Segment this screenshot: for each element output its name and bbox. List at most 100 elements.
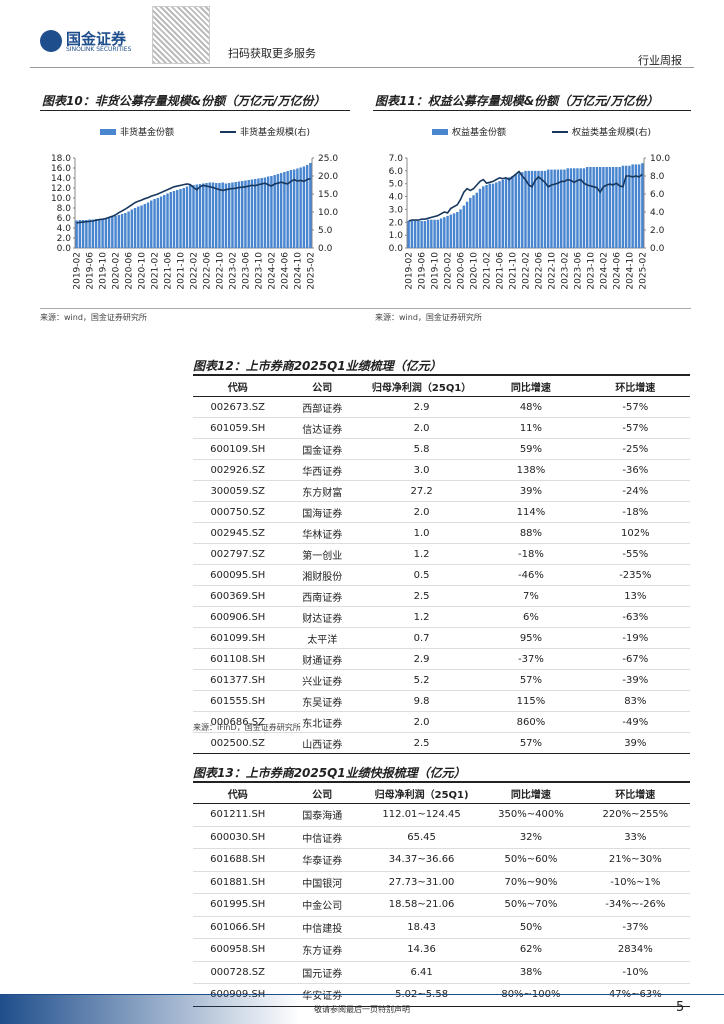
column-header: 环比增速 — [580, 374, 690, 397]
y2-tick-label: 10.0 — [650, 154, 670, 164]
cell: -37% — [580, 916, 690, 939]
bar — [430, 219, 433, 248]
cell: 14.36 — [361, 938, 482, 962]
cell: 第一创业 — [282, 543, 362, 565]
cell: 信达证券 — [282, 417, 362, 439]
bar — [94, 219, 98, 248]
x-tick-label: 2021-10 — [509, 252, 519, 290]
bar — [260, 178, 263, 248]
cell: 西南证券 — [282, 585, 362, 607]
cell: 57% — [481, 669, 581, 691]
bar — [439, 218, 443, 248]
cell: 13% — [580, 585, 690, 607]
cell: 350%~400% — [481, 803, 581, 827]
bar — [508, 177, 511, 248]
bar — [469, 197, 472, 248]
x-tick-label: 2021-02 — [483, 252, 493, 290]
bar — [572, 168, 576, 248]
table-title: 图表12：上市券商2025Q1业绩梳理（亿元） — [193, 359, 442, 373]
cell: -46% — [481, 564, 581, 586]
bar — [436, 219, 440, 248]
bar — [634, 164, 638, 248]
bar — [465, 201, 469, 248]
cell: 601108.SH — [193, 648, 283, 670]
bar — [198, 184, 202, 248]
cell: 6.41 — [361, 961, 482, 984]
bar — [104, 218, 108, 248]
column-header: 同比增速 — [481, 374, 581, 397]
chart-title: 图表11：权益公募存量规模&份额（万亿元/万亿份） — [375, 94, 659, 108]
bar — [537, 170, 540, 248]
x-tick-label: 2022-10 — [215, 252, 225, 290]
bar — [553, 169, 556, 248]
cell: 9.8 — [361, 690, 482, 712]
bar — [88, 219, 91, 248]
table-row: 600369.SH 西南证券 2.5 7% 13% — [193, 585, 690, 607]
y-tick-label: 16.0 — [51, 164, 71, 174]
y-tick-label: 2.0 — [57, 234, 72, 244]
cell: 3.0 — [361, 459, 482, 481]
y-tick-label: 14.0 — [51, 174, 71, 184]
cell: 50% — [481, 916, 581, 939]
cell: 600958.SH — [193, 938, 283, 962]
bar — [459, 209, 462, 248]
y2-tick-label: 0.0 — [650, 244, 665, 254]
bar — [530, 170, 534, 248]
cell: 华林证券 — [282, 522, 362, 544]
bar — [247, 180, 250, 248]
cell: 2.9 — [361, 648, 482, 670]
bar — [491, 183, 495, 248]
cell: 中信建投 — [282, 916, 362, 939]
bar — [546, 169, 550, 248]
cell: -18% — [580, 501, 690, 523]
cell: 中国银河 — [282, 871, 362, 894]
x-tick-label: 2020-06 — [125, 252, 135, 290]
cell: 5.2 — [361, 669, 482, 691]
bar — [543, 170, 547, 248]
cell: 7% — [481, 585, 581, 607]
bar — [628, 165, 631, 248]
column-header: 公司 — [282, 781, 362, 804]
legend-swatch — [432, 129, 448, 135]
header-row: 代码 公司 归母净利润（25Q1) 同比增速 环比增速 — [193, 781, 690, 804]
source: 来源：iFinD，国金证券研究所 — [193, 723, 301, 732]
y2-tick-label: 6.0 — [650, 190, 665, 200]
y2-tick-label: 10.0 — [318, 208, 338, 218]
column-header: 代码 — [193, 781, 283, 804]
bar — [221, 182, 224, 248]
y2-tick-label: 0.0 — [318, 244, 333, 254]
x-tick-label: 2022-06 — [534, 252, 544, 290]
cell: 50%~60% — [481, 848, 581, 872]
x-tick-label: 2024-06 — [280, 252, 290, 290]
brand: 国金证券 — [66, 30, 127, 48]
bar — [550, 169, 553, 248]
table-row: 601211.SH 国泰海通 112.01~124.45 350%~400% 220%~… — [193, 803, 690, 827]
cell: 东北证券 — [282, 711, 362, 733]
bar — [501, 179, 505, 248]
bar — [286, 171, 289, 248]
table-row: 601555.SH 东吴证券 9.8 115% 83% — [193, 690, 690, 712]
legend-label: 非货基金份额 — [120, 126, 174, 138]
bar — [270, 176, 273, 248]
y-tick-label: 10.0 — [51, 194, 71, 204]
table-row: 002500.SZ 山西证券 2.5 57% 39% — [193, 732, 690, 754]
report-type: 行业周报 — [638, 54, 682, 67]
y-tick-label: 6.0 — [57, 214, 72, 224]
cell: 300059.SZ — [193, 480, 283, 502]
bar — [641, 163, 644, 248]
y-tick-label: 0.0 — [57, 244, 72, 254]
cell: 002500.SZ — [193, 732, 283, 754]
cell: 东方证券 — [282, 938, 362, 962]
bar — [276, 174, 280, 248]
title-rule — [373, 110, 691, 111]
x-tick-label: 2023-02 — [560, 252, 570, 290]
bar — [111, 216, 114, 248]
cell: 1.2 — [361, 543, 482, 565]
bar — [556, 169, 560, 248]
table-row: 601881.SH 中国银河 27.73~31.00 70%~90% -10%~1% — [193, 871, 690, 894]
bar — [195, 184, 198, 248]
bar — [101, 218, 104, 248]
table-row: 601059.SH 信达证券 2.0 11% -57% — [193, 417, 690, 439]
cell: 33% — [580, 826, 690, 849]
x-tick-label: 2024-10 — [625, 252, 635, 290]
